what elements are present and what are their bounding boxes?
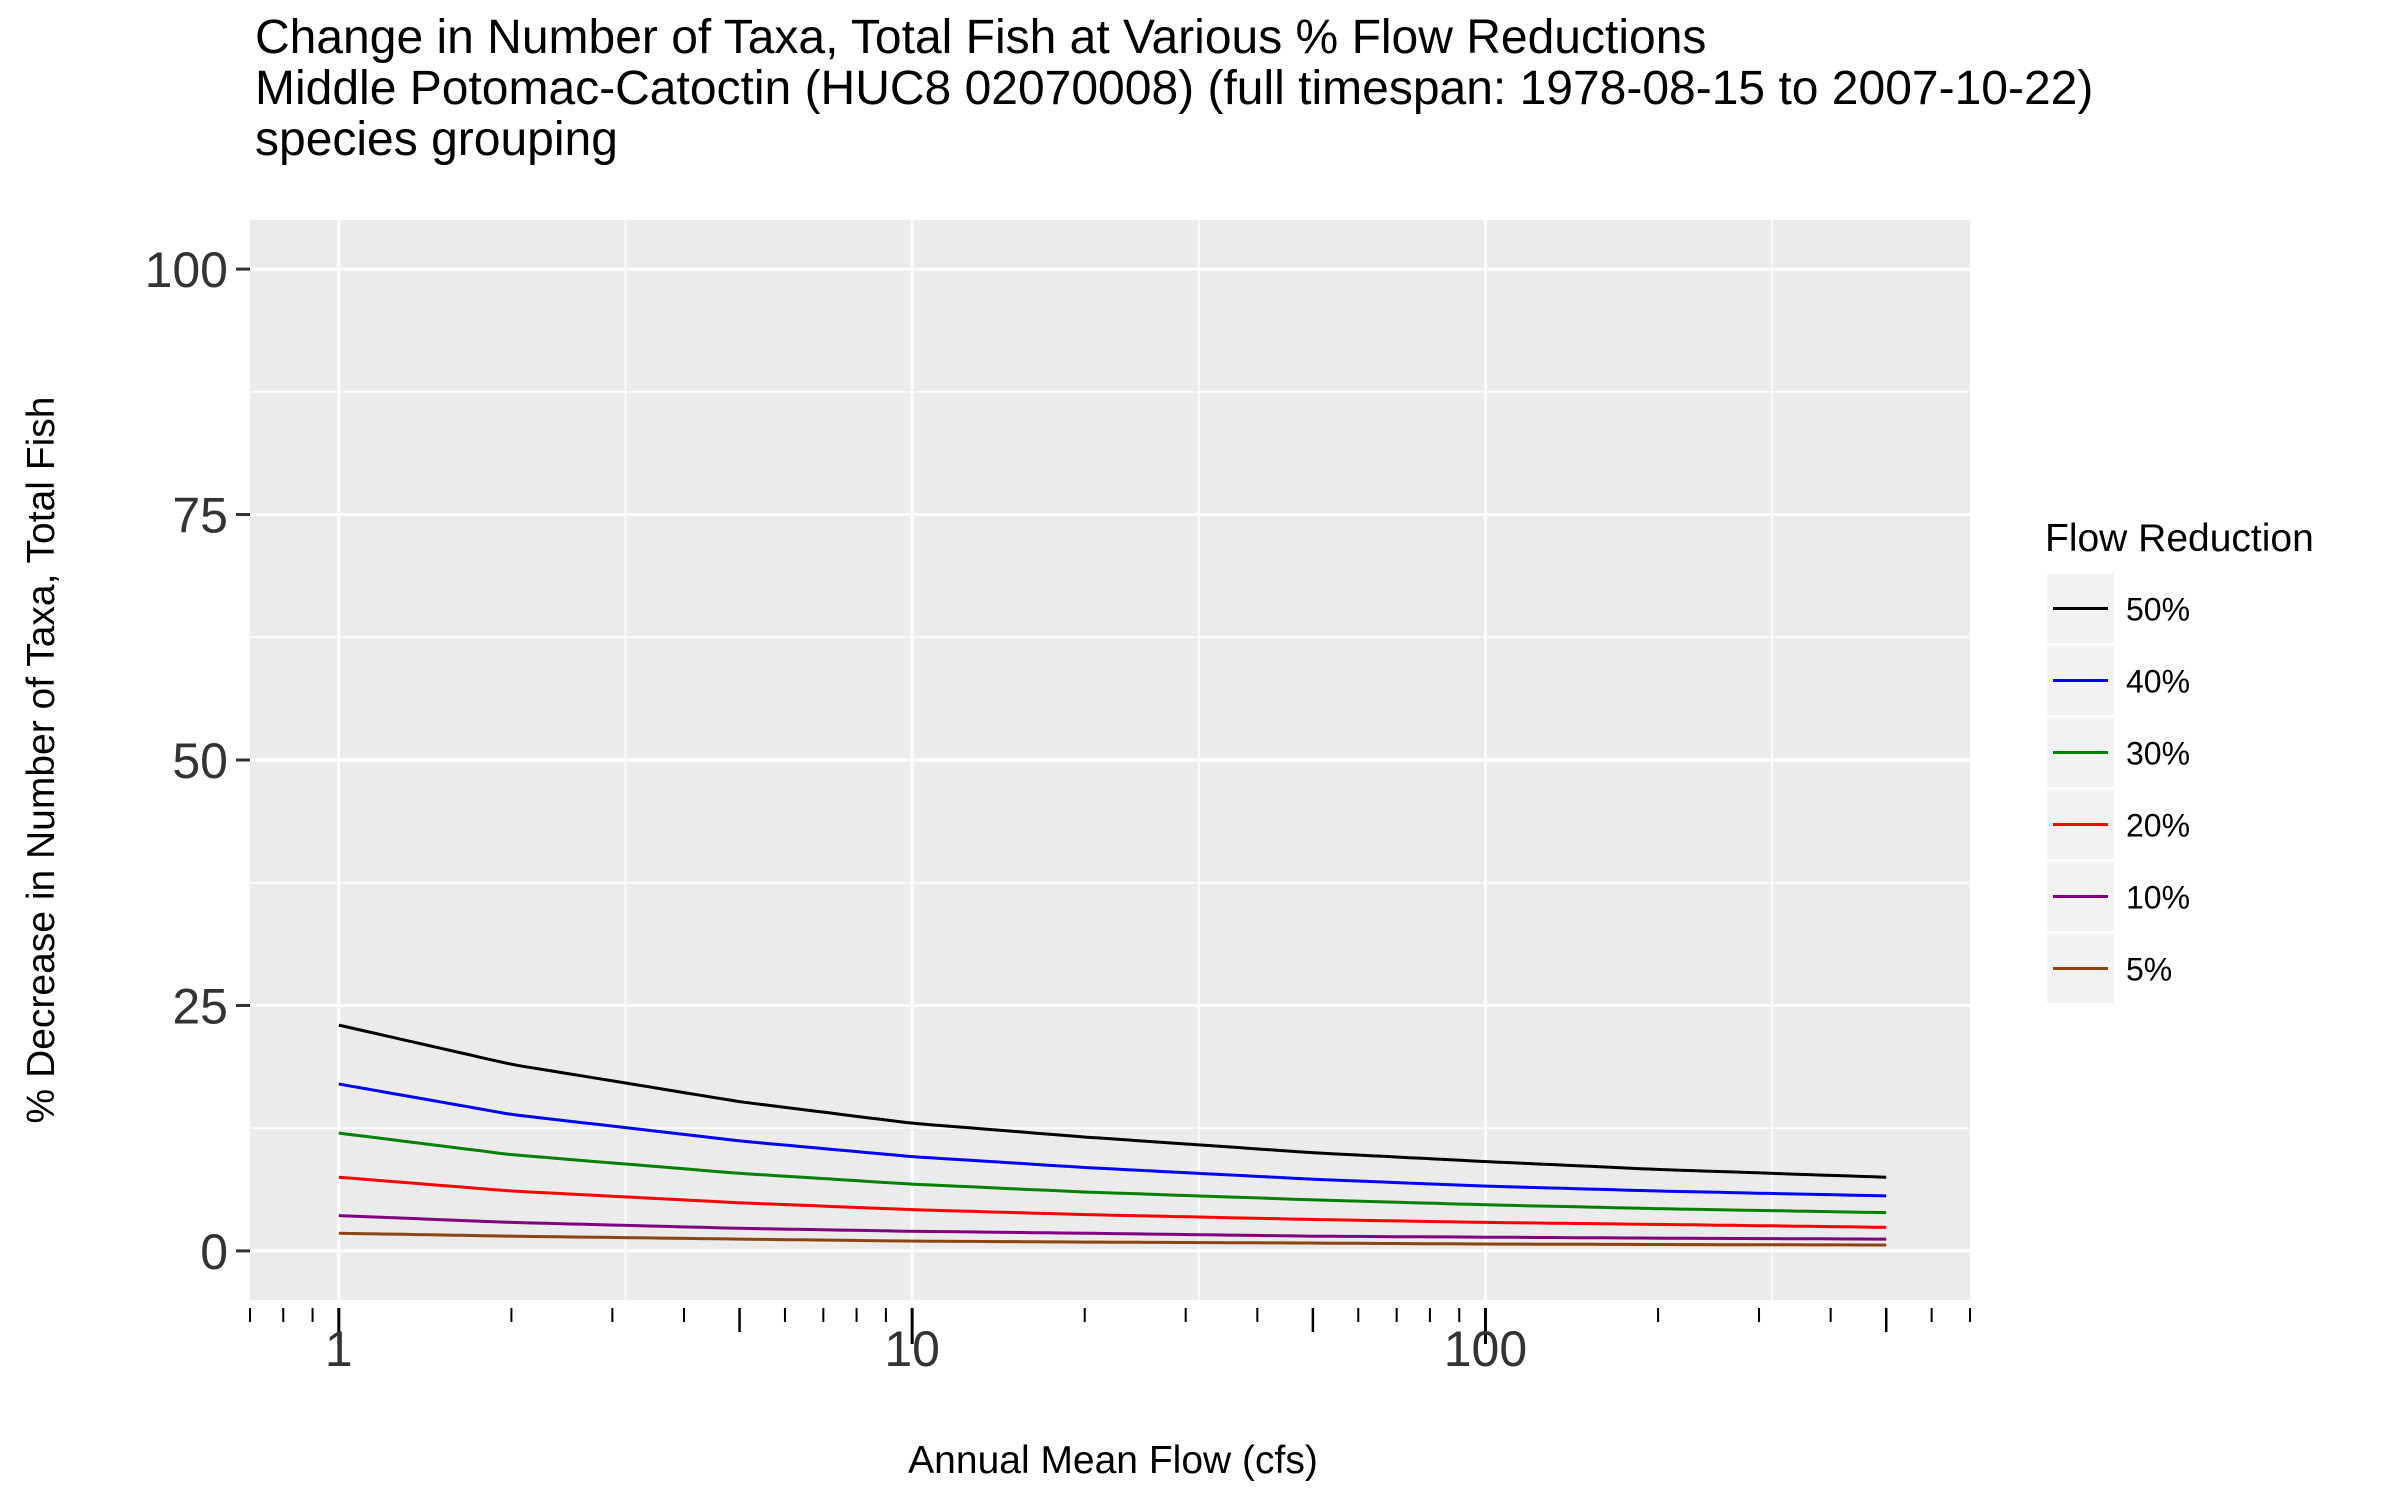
series-line-40pct: [338, 1082, 1887, 1198]
chart-title-block: Change in Number of Taxa, Total Fish at …: [255, 12, 2093, 165]
x-tick-label: 1: [325, 1321, 353, 1377]
legend-title: Flow Reduction: [2045, 517, 2314, 560]
x-axis-title: Annual Mean Flow (cfs): [908, 1439, 1318, 1482]
chart-caption: species grouping: [255, 113, 618, 166]
legend-label: 50%: [2126, 592, 2190, 628]
legend-label: 10%: [2126, 880, 2190, 916]
series-lines: [338, 1023, 1887, 1247]
legend-label: 40%: [2126, 664, 2190, 700]
series-line-10pct: [338, 1214, 1887, 1241]
y-tick-label: 50: [172, 733, 228, 789]
legend-label: 20%: [2126, 808, 2190, 844]
x-tick-label: 10: [884, 1321, 940, 1377]
y-tick-label: 25: [172, 978, 228, 1034]
series-line-50pct: [338, 1023, 1887, 1179]
series-line-30pct: [338, 1131, 1887, 1215]
y-tick-label: 75: [172, 488, 228, 544]
legend-label: 30%: [2126, 736, 2190, 772]
axes: 0 25 50 75 100 1 10 100: [145, 242, 1971, 1377]
chart-subtitle: Middle Potomac-Catoctin (HUC8 02070008) …: [255, 62, 2094, 115]
y-tick-label: 100: [145, 242, 228, 298]
legend-label: 5%: [2126, 952, 2172, 988]
series-line-20pct: [338, 1175, 1887, 1229]
series-line-5pct: [338, 1231, 1887, 1247]
chart-title: Change in Number of Taxa, Total Fish at …: [255, 11, 1707, 64]
major-grid: [250, 220, 1970, 1300]
y-axis-title: % Decrease in Number of Taxa, Total Fish: [20, 397, 63, 1124]
y-tick-label: 0: [200, 1224, 228, 1280]
x-tick-label: 100: [1444, 1321, 1527, 1377]
legend: Flow Reduction 50% 40% 30% 20% 10% 5%: [2045, 517, 2314, 1003]
